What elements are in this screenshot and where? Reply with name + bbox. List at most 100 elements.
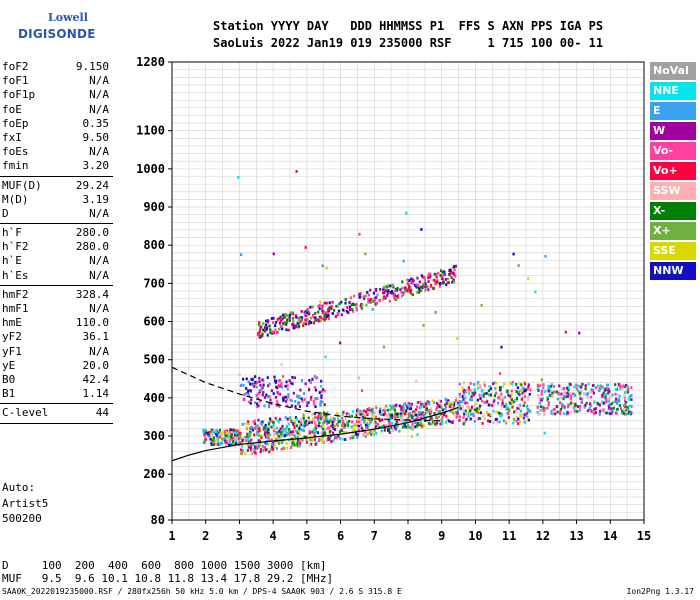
echo-point <box>344 298 347 301</box>
echo-point <box>252 383 255 387</box>
echo-point <box>608 403 612 407</box>
echo-point <box>551 394 554 398</box>
echo-point <box>391 429 395 432</box>
echo-point <box>322 425 325 428</box>
echo-point <box>604 398 608 401</box>
echo-point <box>591 384 595 387</box>
echo-point <box>383 291 386 295</box>
echo-point <box>566 394 569 398</box>
echo-point <box>267 428 270 432</box>
echo-point <box>419 418 422 422</box>
echo-point <box>224 439 227 443</box>
echo-point <box>625 412 628 416</box>
echo-point <box>264 430 267 434</box>
echo-point <box>550 411 553 415</box>
echo-point <box>246 449 249 452</box>
echo-point <box>235 435 238 438</box>
echo-point <box>425 410 429 414</box>
echo-point <box>258 399 261 403</box>
echo-point <box>326 411 329 415</box>
echo-point <box>250 443 254 447</box>
echo-point <box>538 384 541 388</box>
echo-point <box>521 391 524 395</box>
echo-point <box>582 392 586 396</box>
echo-point <box>308 421 311 425</box>
echo-point <box>529 388 532 392</box>
echo-point <box>618 394 621 398</box>
echo-point <box>523 401 526 404</box>
echo-point <box>482 394 485 398</box>
echo-point <box>453 280 456 284</box>
echo-point <box>610 407 613 411</box>
echo-point <box>539 405 543 409</box>
echo-point <box>297 438 300 442</box>
echo-point <box>438 405 441 409</box>
echo-point <box>326 422 329 425</box>
param-value: 280.0 <box>75 240 109 254</box>
echo-point <box>317 304 320 308</box>
echo-point <box>296 402 300 406</box>
x-tick-label: 9 <box>438 529 445 543</box>
echo-point <box>451 401 455 405</box>
echo-point <box>321 304 324 308</box>
echo-point <box>220 441 223 445</box>
param-key: foE <box>2 102 22 116</box>
echo-point <box>464 390 467 394</box>
echo-point <box>247 380 250 384</box>
echo-point <box>523 420 526 424</box>
echo-point <box>411 422 414 425</box>
echo-point <box>451 411 455 415</box>
legend-entry: NoVal <box>650 62 696 80</box>
echo-point <box>345 309 348 313</box>
echo-point <box>203 439 206 443</box>
echo-point <box>290 311 293 314</box>
echo-point <box>270 425 273 429</box>
echo-point <box>363 419 366 422</box>
echo-point <box>541 383 544 386</box>
echo-point <box>382 285 385 289</box>
echo-point <box>240 383 243 387</box>
echo-point <box>295 424 299 428</box>
echo-point <box>250 451 253 455</box>
echo-point <box>373 297 376 300</box>
echo-point <box>280 385 283 389</box>
echo-point <box>301 428 304 432</box>
echo-point <box>264 435 268 439</box>
echo-point <box>261 386 264 390</box>
echo-point <box>287 328 290 332</box>
echo-point <box>262 449 265 453</box>
echo-point <box>361 418 364 421</box>
echo-point <box>382 287 385 291</box>
echo-point <box>311 305 314 309</box>
echo-point <box>517 422 520 426</box>
echo-point <box>248 382 252 386</box>
echo-point <box>305 423 308 427</box>
echo-point <box>304 246 307 249</box>
echo-point <box>536 406 539 409</box>
echo-point <box>383 407 386 410</box>
echo-point <box>390 421 393 425</box>
echo-point <box>440 410 443 414</box>
echo-point <box>403 425 406 429</box>
echo-point <box>255 385 258 389</box>
echo-point <box>458 415 461 419</box>
echo-point <box>321 427 325 431</box>
echo-point <box>338 430 342 434</box>
echo-point <box>573 385 576 389</box>
echo-point <box>455 396 458 400</box>
echo-point <box>272 429 275 433</box>
echo-point <box>419 410 422 414</box>
param-row: C-level 44 <box>0 406 113 420</box>
echo-point <box>458 419 461 422</box>
echo-point <box>284 434 287 437</box>
echo-point <box>251 420 254 424</box>
echo-point <box>546 396 549 399</box>
echo-point <box>206 431 209 435</box>
param-key: B0 <box>2 372 16 386</box>
echo-point <box>440 406 443 410</box>
param-row: hmE 110.0 <box>0 316 113 330</box>
echo-point <box>587 382 590 386</box>
echo-point <box>396 286 399 290</box>
echo-point <box>420 412 423 416</box>
echo-point <box>473 408 476 412</box>
